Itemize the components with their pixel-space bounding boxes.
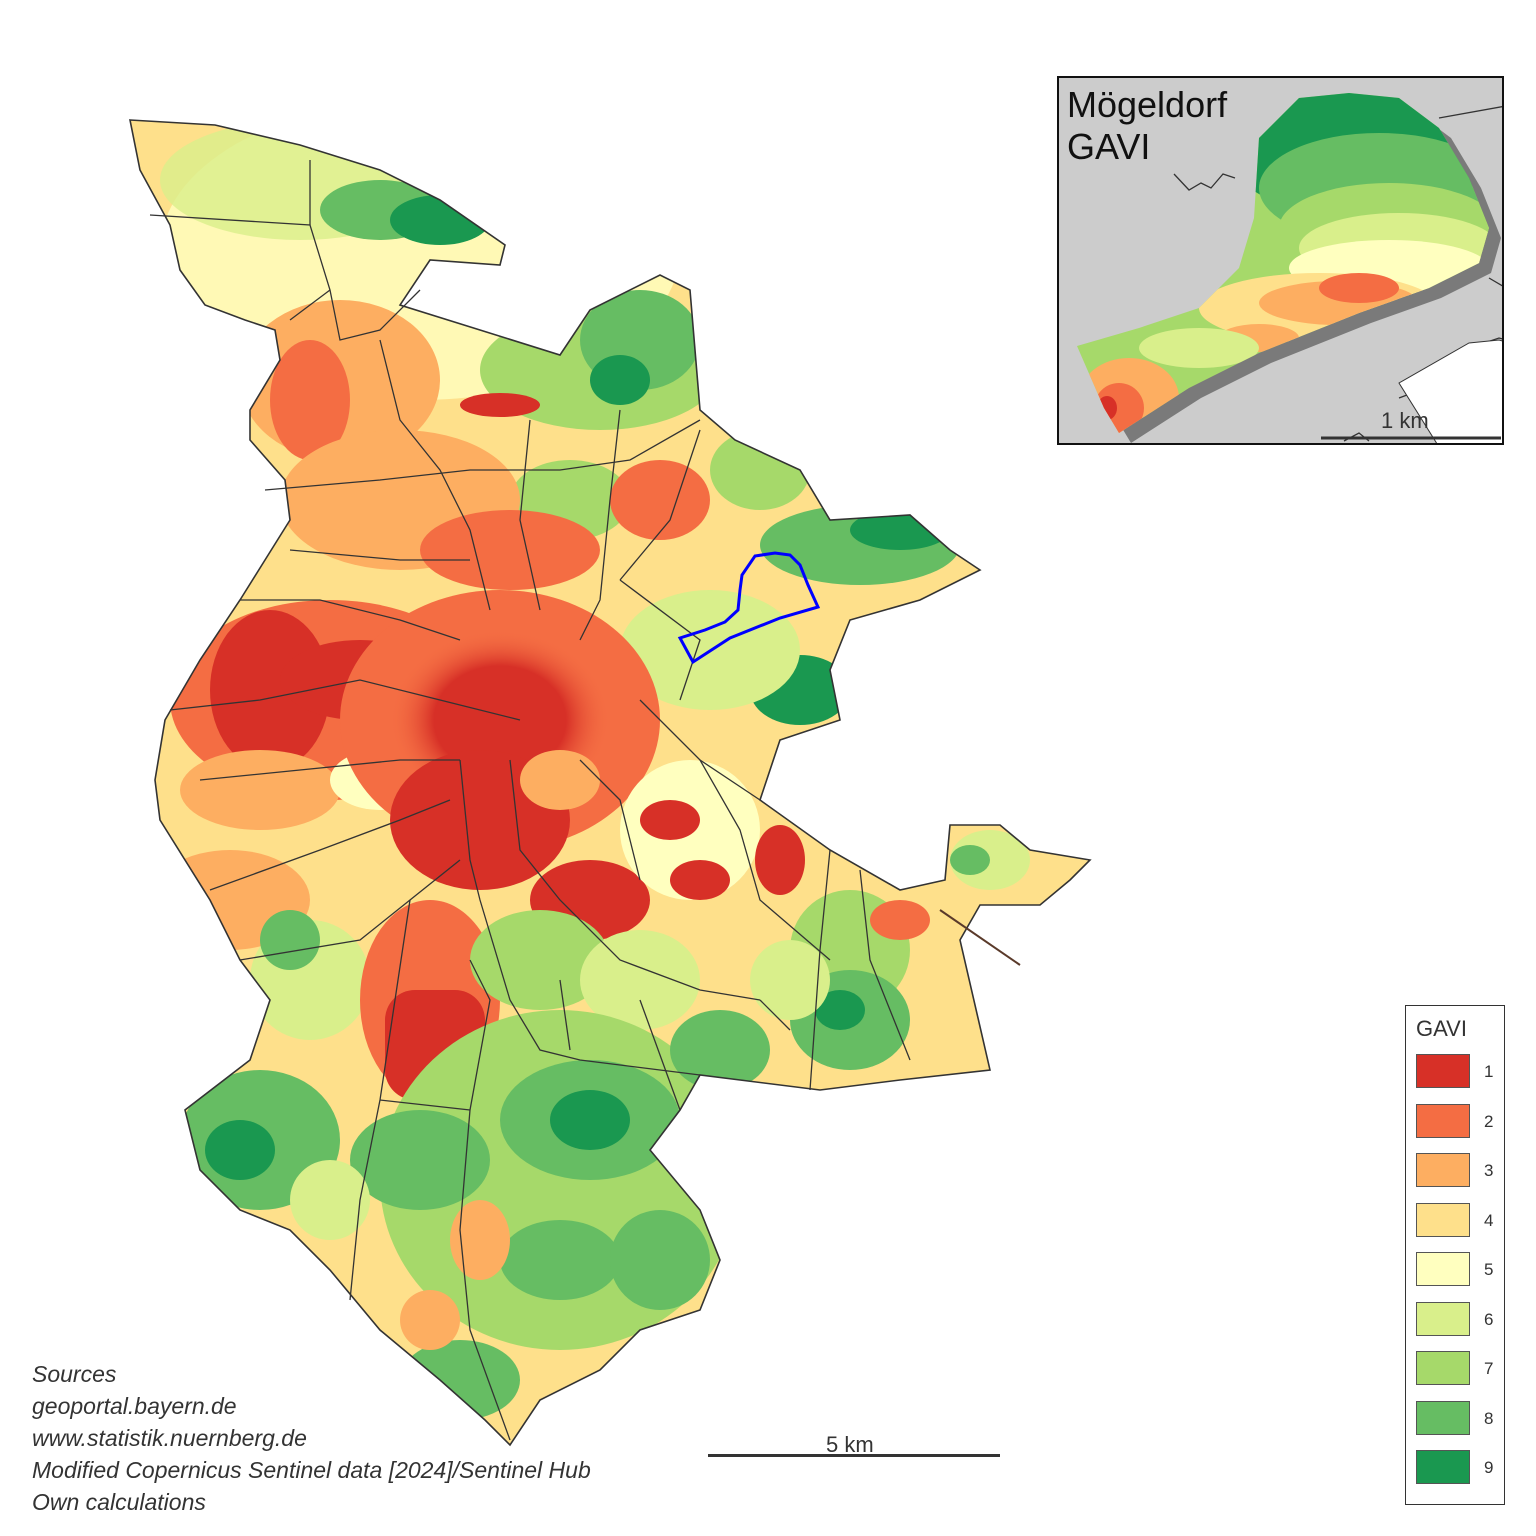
scalebar-label: 5 km bbox=[826, 1432, 874, 1457]
legend-swatch bbox=[1416, 1400, 1470, 1435]
inset-map: Mögeldorf GAVI 1 km bbox=[1057, 76, 1504, 445]
inset-title-district: Mögeldorf bbox=[1067, 84, 1228, 125]
legend-item: 9 bbox=[1416, 1450, 1502, 1486]
source-line: Own calculations bbox=[32, 1489, 206, 1515]
legend-swatch bbox=[1416, 1153, 1470, 1187]
legend-swatch bbox=[1416, 1103, 1470, 1138]
inset-title: Mögeldorf GAVI bbox=[1067, 84, 1227, 168]
scalebar: 5 km bbox=[708, 1432, 1000, 1462]
legend-label: 8 bbox=[1484, 1408, 1494, 1428]
moegeldorf-outline[interactable] bbox=[677, 551, 821, 665]
legend-item: 2 bbox=[1416, 1103, 1502, 1140]
scalebar-line bbox=[708, 1454, 1000, 1457]
source-line: www.statistik.nuernberg.de bbox=[32, 1425, 307, 1451]
sources-heading: Sources bbox=[32, 1361, 117, 1387]
legend-title: GAVI bbox=[1416, 1016, 1467, 1041]
district-boundaries bbox=[129, 119, 1092, 1447]
legend-item: 6 bbox=[1416, 1301, 1502, 1338]
legend-swatch bbox=[1416, 1351, 1470, 1385]
legend-swatch bbox=[1416, 1301, 1470, 1336]
source-line: geoportal.bayern.de bbox=[32, 1393, 237, 1419]
legend-label: 7 bbox=[1484, 1359, 1494, 1378]
legend-item: 4 bbox=[1416, 1202, 1502, 1239]
source-line: Modified Copernicus Sentinel data [2024]… bbox=[32, 1457, 591, 1483]
legend-item: 5 bbox=[1416, 1252, 1502, 1288]
legend-label: 1 bbox=[1484, 1062, 1494, 1081]
legend-label: 2 bbox=[1484, 1111, 1494, 1131]
sources-block: Sources geoportal.bayern.de www.statisti… bbox=[32, 1358, 591, 1518]
legend-swatch bbox=[1416, 1450, 1470, 1484]
legend-label: 5 bbox=[1484, 1260, 1494, 1279]
legend-label: 4 bbox=[1484, 1210, 1494, 1230]
legend-label: 3 bbox=[1484, 1161, 1494, 1180]
inset-svg bbox=[1077, 93, 1502, 443]
legend-swatch bbox=[1416, 1054, 1470, 1088]
legend-swatch bbox=[1416, 1202, 1470, 1237]
legend-label: 9 bbox=[1484, 1458, 1494, 1477]
inset-scalebar-label: 1 km bbox=[1381, 408, 1429, 433]
legend-item: 3 bbox=[1416, 1153, 1502, 1189]
legend-label: 6 bbox=[1484, 1309, 1494, 1329]
inset-title-index: GAVI bbox=[1067, 126, 1151, 167]
legend-item: 1 bbox=[1416, 1054, 1502, 1090]
legend-item: 7 bbox=[1416, 1351, 1502, 1387]
legend-swatch bbox=[1416, 1252, 1470, 1286]
legend-item: 8 bbox=[1416, 1400, 1502, 1437]
legend: GAVI 1 2 3 4 5 6 7 8 9 bbox=[1405, 1005, 1505, 1505]
